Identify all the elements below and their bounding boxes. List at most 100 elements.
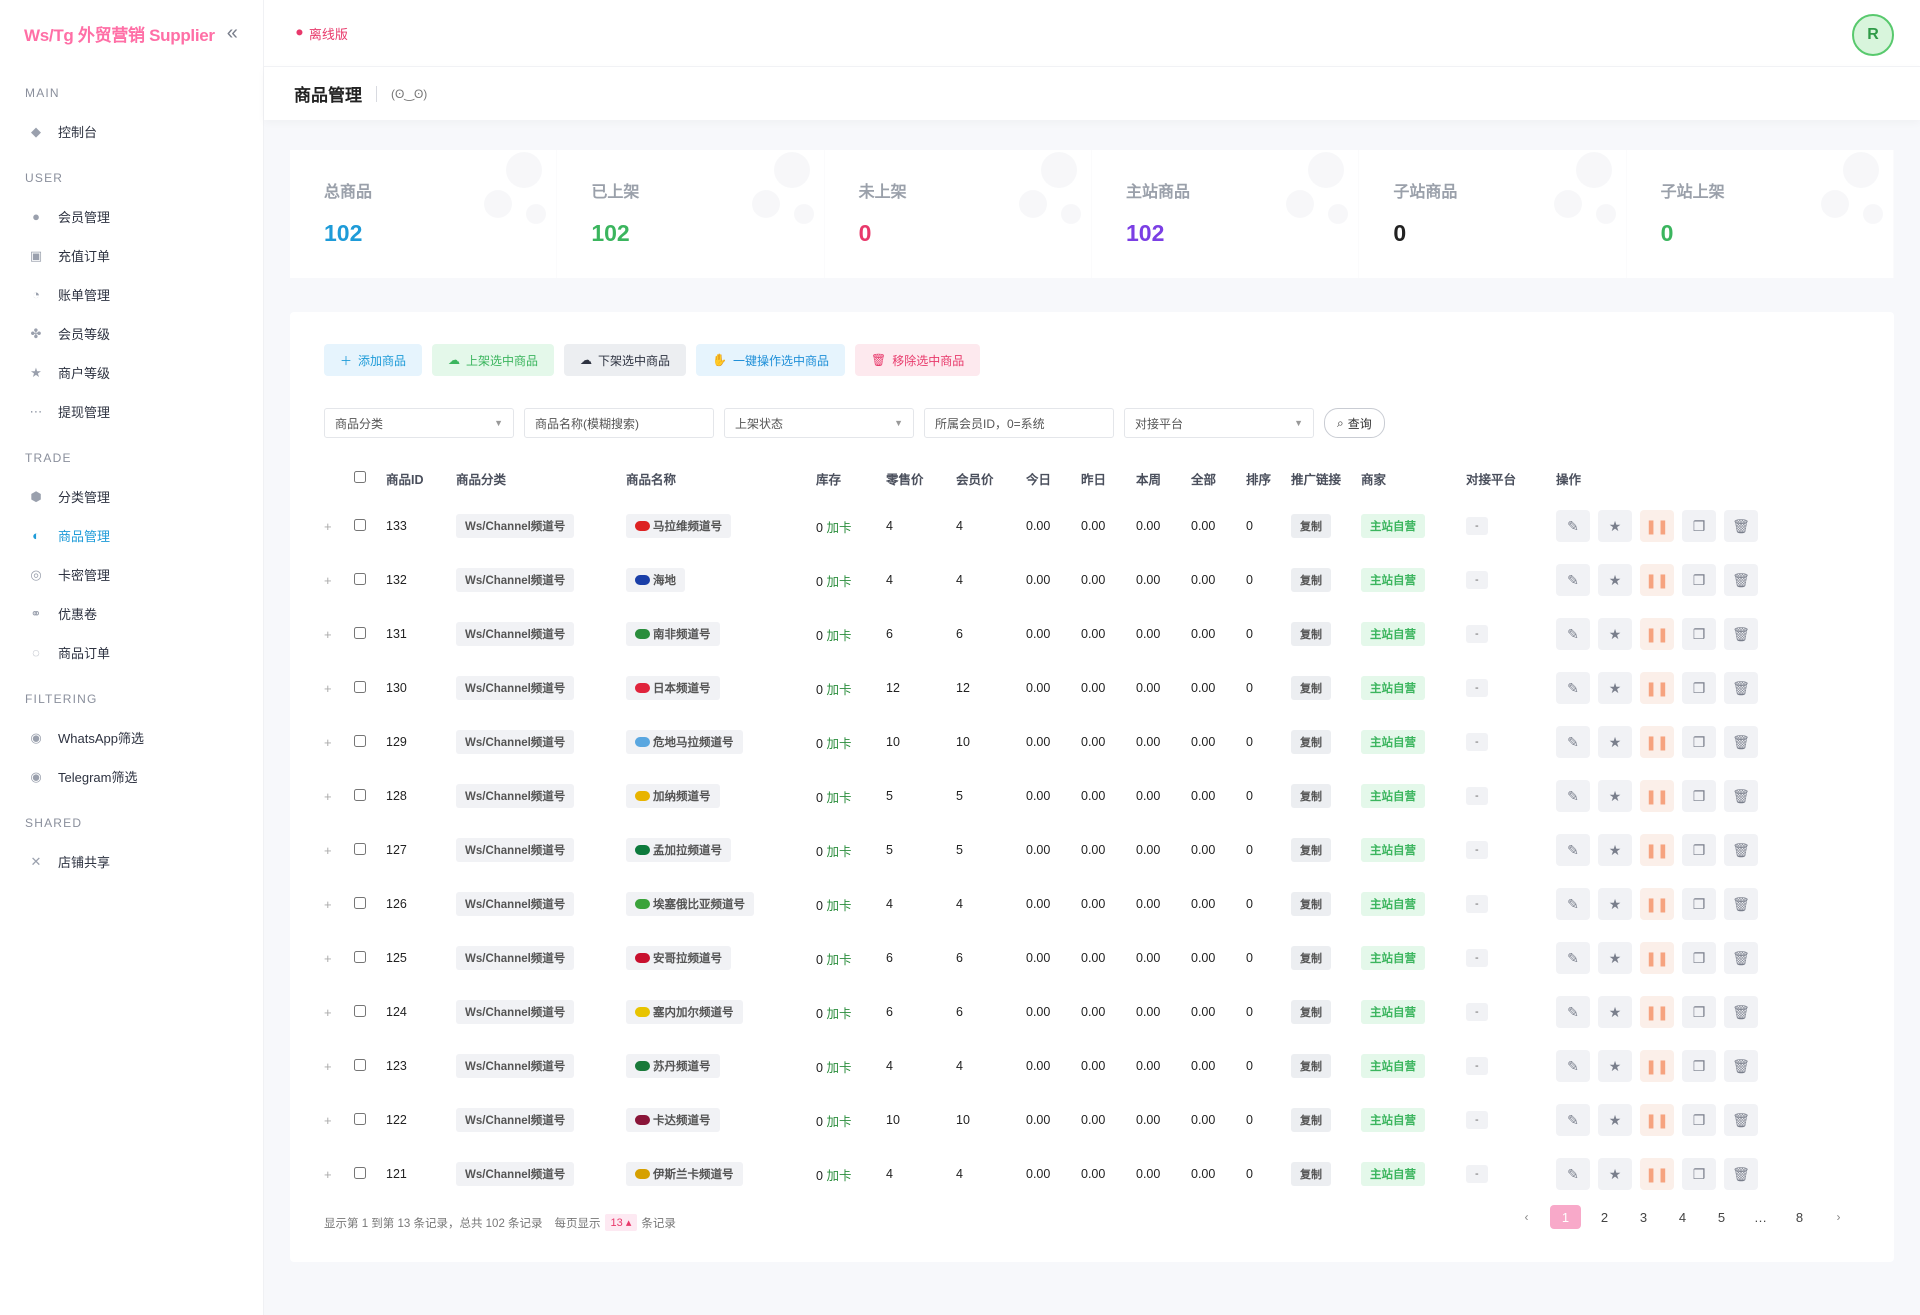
sidebar-item[interactable]: ⚭ 优惠卷 xyxy=(0,594,263,633)
copy-icon[interactable]: ❐ xyxy=(1682,1104,1716,1136)
copy-link-button[interactable]: 复制 xyxy=(1291,1000,1331,1024)
sidebar-item[interactable]: ⬢ 分类管理 xyxy=(0,477,263,516)
pause-icon[interactable]: ❚❚ xyxy=(1640,942,1674,974)
goods-name-tag[interactable]: 日本频道号 xyxy=(626,676,720,700)
sidebar-item[interactable]: ◐ 商品管理 xyxy=(0,516,263,555)
goods-name-input[interactable]: 商品名称(模糊搜索) xyxy=(524,408,714,438)
trash-icon[interactable]: 🗑 xyxy=(1724,510,1758,542)
edit-icon[interactable]: ✎ xyxy=(1556,1158,1590,1190)
next-page-button[interactable]: › xyxy=(1836,1210,1841,1224)
trash-icon[interactable]: 🗑 xyxy=(1724,726,1758,758)
star-icon[interactable]: ★ xyxy=(1598,1050,1632,1082)
goods-name-tag[interactable]: 孟加拉频道号 xyxy=(626,838,731,862)
goods-name-tag[interactable]: 苏丹频道号 xyxy=(626,1054,720,1078)
remove-selected-button[interactable]: 🗑 移除选中商品 xyxy=(855,344,981,376)
sidebar-item[interactable]: ✤ 会员等级 xyxy=(0,314,263,353)
copy-icon[interactable]: ❐ xyxy=(1682,618,1716,650)
trash-icon[interactable]: 🗑 xyxy=(1724,1050,1758,1082)
category-select[interactable]: 商品分类 ▼ xyxy=(324,408,514,438)
add-card-link[interactable]: 加卡 xyxy=(826,1168,852,1183)
add-card-link[interactable]: 加卡 xyxy=(826,736,852,751)
row-checkbox[interactable] xyxy=(354,1058,366,1071)
goods-name-tag[interactable]: 塞内加尔频道号 xyxy=(626,1000,743,1024)
expand-icon[interactable]: + xyxy=(324,1112,332,1128)
trash-icon[interactable]: 🗑 xyxy=(1724,1104,1758,1136)
edit-icon[interactable]: ✎ xyxy=(1556,996,1590,1028)
goods-name-tag[interactable]: 埃塞俄比亚频道号 xyxy=(626,892,754,916)
star-icon[interactable]: ★ xyxy=(1598,564,1632,596)
goods-name-tag[interactable]: 安哥拉频道号 xyxy=(626,946,731,970)
copy-icon[interactable]: ❐ xyxy=(1682,942,1716,974)
expand-icon[interactable]: + xyxy=(324,1004,332,1020)
row-checkbox[interactable] xyxy=(354,518,366,531)
copy-icon[interactable]: ❐ xyxy=(1682,726,1716,758)
avatar[interactable]: R xyxy=(1852,14,1894,56)
trash-icon[interactable]: 🗑 xyxy=(1724,888,1758,920)
expand-icon[interactable]: + xyxy=(324,626,332,642)
edit-icon[interactable]: ✎ xyxy=(1556,888,1590,920)
row-checkbox[interactable] xyxy=(354,1004,366,1017)
star-icon[interactable]: ★ xyxy=(1598,672,1632,704)
pause-icon[interactable]: ❚❚ xyxy=(1640,510,1674,542)
edit-icon[interactable]: ✎ xyxy=(1556,510,1590,542)
trash-icon[interactable]: 🗑 xyxy=(1724,996,1758,1028)
member-id-input[interactable]: 所属会员ID，0=系统 xyxy=(924,408,1114,438)
pause-icon[interactable]: ❚❚ xyxy=(1640,780,1674,812)
star-icon[interactable]: ★ xyxy=(1598,1104,1632,1136)
pause-icon[interactable]: ❚❚ xyxy=(1640,1050,1674,1082)
unshelve-selected-button[interactable]: ☁ 下架选中商品 xyxy=(564,344,687,376)
edit-icon[interactable]: ✎ xyxy=(1556,1104,1590,1136)
add-card-link[interactable]: 加卡 xyxy=(826,790,852,805)
edit-icon[interactable]: ✎ xyxy=(1556,942,1590,974)
pause-icon[interactable]: ❚❚ xyxy=(1640,1158,1674,1190)
add-card-link[interactable]: 加卡 xyxy=(826,520,852,535)
trash-icon[interactable]: 🗑 xyxy=(1724,1158,1758,1190)
goods-name-tag[interactable]: 加纳频道号 xyxy=(626,784,720,808)
pause-icon[interactable]: ❚❚ xyxy=(1640,618,1674,650)
edit-icon[interactable]: ✎ xyxy=(1556,726,1590,758)
expand-icon[interactable]: + xyxy=(324,734,332,750)
sidebar-item[interactable]: ★ 商户等级 xyxy=(0,353,263,392)
page-button[interactable]: 5 xyxy=(1717,1209,1726,1225)
sidebar-item[interactable]: ◌ 商品订单 xyxy=(0,633,263,672)
copy-icon[interactable]: ❐ xyxy=(1682,564,1716,596)
star-icon[interactable]: ★ xyxy=(1598,618,1632,650)
expand-icon[interactable]: + xyxy=(324,950,332,966)
expand-icon[interactable]: + xyxy=(324,842,332,858)
row-checkbox[interactable] xyxy=(354,1112,366,1125)
row-checkbox[interactable] xyxy=(354,572,366,585)
copy-link-button[interactable]: 复制 xyxy=(1291,730,1331,754)
page-button[interactable]: 3 xyxy=(1639,1209,1648,1225)
add-card-link[interactable]: 加卡 xyxy=(826,1114,852,1129)
goods-name-tag[interactable]: 危地马拉频道号 xyxy=(626,730,743,754)
pause-icon[interactable]: ❚❚ xyxy=(1640,564,1674,596)
add-card-link[interactable]: 加卡 xyxy=(826,952,852,967)
pause-icon[interactable]: ❚❚ xyxy=(1640,726,1674,758)
star-icon[interactable]: ★ xyxy=(1598,726,1632,758)
sidebar-item[interactable]: ◉ Telegram筛选 xyxy=(0,757,263,796)
brand-logo[interactable]: Ws/Tg 外贸营销 Supplier xyxy=(24,25,215,45)
goods-name-tag[interactable]: 伊斯兰卡频道号 xyxy=(626,1162,743,1186)
shelve-selected-button[interactable]: ☁ 上架选中商品 xyxy=(432,344,555,376)
status-select[interactable]: 上架状态 ▼ xyxy=(724,408,914,438)
sidebar-item[interactable]: ▣ 充值订单 xyxy=(0,236,263,275)
copy-icon[interactable]: ❐ xyxy=(1682,1158,1716,1190)
edit-icon[interactable]: ✎ xyxy=(1556,618,1590,650)
copy-link-button[interactable]: 复制 xyxy=(1291,622,1331,646)
add-card-link[interactable]: 加卡 xyxy=(826,682,852,697)
copy-icon[interactable]: ❐ xyxy=(1682,996,1716,1028)
row-checkbox[interactable] xyxy=(354,680,366,693)
prev-page-button[interactable]: ‹ xyxy=(1524,1210,1529,1224)
expand-icon[interactable]: + xyxy=(324,788,332,804)
batch-operate-button[interactable]: ✋ 一键操作选中商品 xyxy=(696,344,846,376)
page-button[interactable]: … xyxy=(1754,1209,1767,1225)
add-card-link[interactable]: 加卡 xyxy=(826,628,852,643)
expand-icon[interactable]: + xyxy=(324,680,332,696)
star-icon[interactable]: ★ xyxy=(1598,1158,1632,1190)
edit-icon[interactable]: ✎ xyxy=(1556,834,1590,866)
edit-icon[interactable]: ✎ xyxy=(1556,780,1590,812)
row-checkbox[interactable] xyxy=(354,842,366,855)
page-size-select[interactable]: 13 ▴ xyxy=(604,1214,638,1231)
query-button[interactable]: ⌕ 查询 xyxy=(1324,408,1385,438)
trash-icon[interactable]: 🗑 xyxy=(1724,618,1758,650)
